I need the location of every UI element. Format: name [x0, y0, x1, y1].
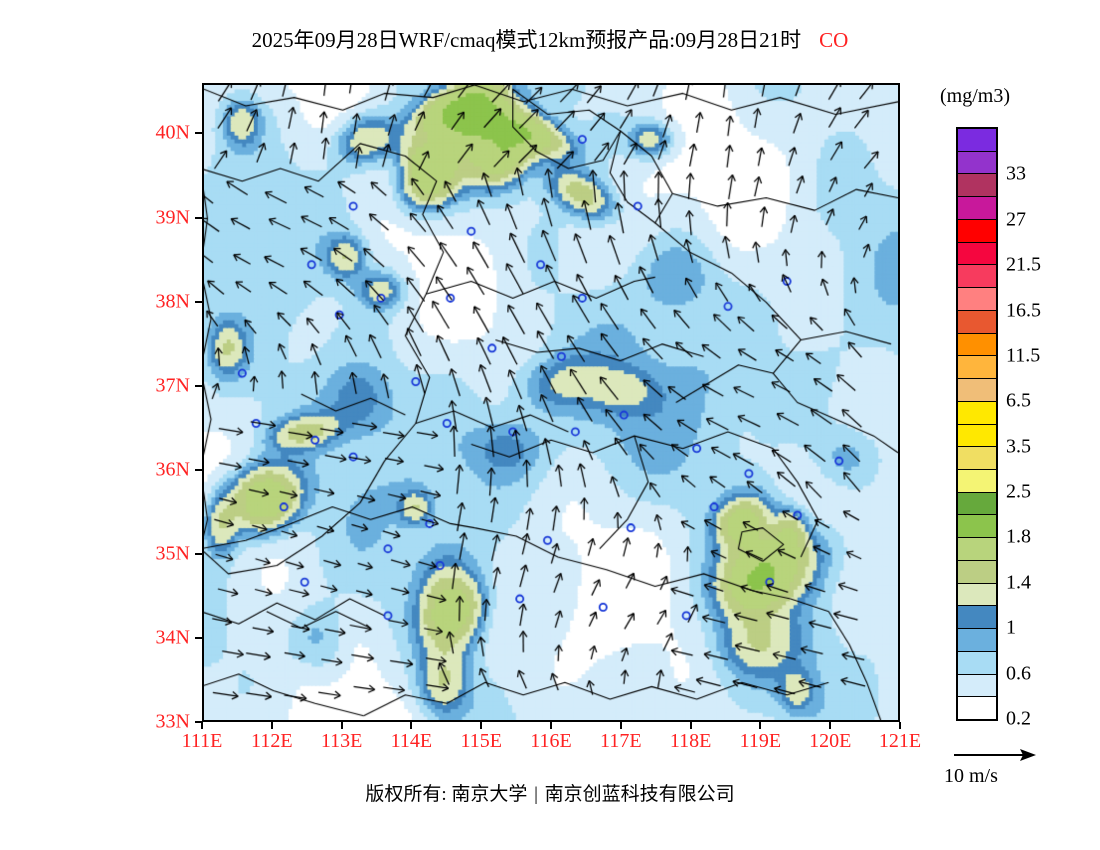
- colorbar-tick-0.2: 0.2: [1006, 707, 1031, 730]
- y-axis-tick-33N: [195, 721, 202, 723]
- x-axis-label-112E: 112E: [251, 730, 293, 752]
- y-axis-tick-37N: [195, 384, 202, 387]
- y-axis-label-39N: 39N: [155, 206, 190, 229]
- chart-title: 2025年09月28日WRF/cmaq模式12km预报产品:09月28日21时 …: [0, 24, 1100, 54]
- y-axis-tick-35N: [195, 552, 202, 555]
- colorbar-band-0: [958, 129, 996, 152]
- colorbar-band-3: [958, 197, 996, 220]
- copyright-company: 南京创蓝科技有限公司: [544, 784, 735, 805]
- colorbar-band-10: [958, 356, 996, 380]
- colorbar-band-19: [958, 560, 996, 584]
- colorbar-tick-16.5: 16.5: [1006, 299, 1041, 322]
- colorbar-band-6: [958, 265, 996, 289]
- x-axis-label-111E: 111E: [181, 730, 223, 752]
- x-axis-tick-121E: [899, 722, 901, 729]
- x-axis-tick-112E: [270, 722, 273, 729]
- x-axis-label-116E: 116E: [530, 730, 572, 752]
- concentration-field-canvas[interactable]: [204, 85, 898, 720]
- wind-scale-label: 10 m/s: [944, 765, 998, 787]
- colorbar-tick-27: 27: [1006, 208, 1026, 231]
- colorbar-band-8: [958, 310, 996, 334]
- x-axis-tick-117E: [619, 722, 622, 729]
- x-axis-tick-114E: [410, 722, 413, 729]
- colorbar-tick-1.8: 1.8: [1006, 525, 1031, 548]
- colorbar-band-7: [958, 288, 996, 311]
- x-axis-label-118E: 118E: [669, 730, 712, 752]
- colorbar-tick-6.5: 6.5: [1006, 389, 1031, 412]
- colorbar-units-label: (mg/m3): [940, 85, 1010, 107]
- y-axis-tick-39N: [195, 216, 202, 219]
- colorbar-tick-11.5: 11.5: [1006, 344, 1041, 367]
- y-axis-tick-36N: [195, 468, 202, 471]
- y-axis-tick-40N: [195, 132, 202, 135]
- x-axis-label-120E: 120E: [809, 730, 852, 752]
- copyright-footer: 版权所有: 南京大学 | 南京创蓝科技有限公司: [0, 779, 1100, 806]
- colorbar-tick-3.5: 3.5: [1006, 435, 1031, 458]
- colorbar-band-9: [958, 333, 996, 357]
- colorbar-band-23: [958, 651, 996, 675]
- colorbar-band-18: [958, 538, 996, 561]
- colorbar-band-17: [958, 515, 996, 539]
- colorbar-band-24: [958, 674, 996, 698]
- colorbar-tick-0.6: 0.6: [1006, 662, 1031, 685]
- colorbar-band-13: [958, 424, 996, 448]
- colorbar-tick-1: 1: [1006, 616, 1016, 639]
- x-axis-label-113E: 113E: [320, 730, 363, 752]
- y-axis-label-36N: 36N: [155, 458, 190, 481]
- colorbar-band-15: [958, 470, 996, 493]
- colorbar-tick-33: 33: [1006, 162, 1026, 185]
- x-axis-label-119E: 119E: [739, 730, 782, 752]
- title-main-text: 2025年09月28日WRF/cmaq模式12km预报产品:09月28日21时: [251, 28, 802, 52]
- wind-reference-arrow-icon: [954, 749, 1036, 761]
- colorbar-band-16: [958, 492, 996, 516]
- x-axis-tick-118E: [689, 722, 692, 729]
- x-axis-tick-115E: [480, 722, 483, 729]
- x-axis-label-115E: 115E: [460, 730, 502, 752]
- x-axis-tick-113E: [340, 722, 343, 729]
- y-axis-label-35N: 35N: [155, 542, 190, 565]
- title-species-text: CO: [819, 28, 849, 52]
- x-axis-label-121E: 121E: [878, 730, 922, 752]
- colorbar-band-25: [958, 697, 996, 720]
- colorbar-band-14: [958, 447, 996, 471]
- colorbar-tick-1.4: 1.4: [1006, 571, 1031, 594]
- colorbar-band-20: [958, 583, 996, 607]
- y-axis-label-38N: 38N: [155, 290, 190, 313]
- y-axis-label-37N: 37N: [155, 374, 190, 397]
- colorbar-tick-2.5: 2.5: [1006, 480, 1031, 503]
- x-axis-tick-119E: [759, 722, 762, 729]
- colorbar-band-21: [958, 606, 996, 630]
- colorbar-band-5: [958, 242, 996, 266]
- x-axis-label-114E: 114E: [390, 730, 433, 752]
- y-axis-label-34N: 34N: [155, 626, 190, 649]
- x-axis-tick-111E: [201, 722, 203, 729]
- colorbar-band-1: [958, 151, 996, 175]
- x-axis-label-117E: 117E: [600, 730, 642, 752]
- copyright-separator: |: [534, 784, 538, 805]
- y-axis-label-40N: 40N: [155, 121, 190, 144]
- colorbar-band-4: [958, 219, 996, 243]
- colorbar-band-12: [958, 401, 996, 425]
- colorbar-tick-21.5: 21.5: [1006, 253, 1041, 276]
- colorbar-band-2: [958, 174, 996, 198]
- copyright-owner: 版权所有: 南京大学: [365, 784, 528, 805]
- x-axis-tick-120E: [829, 722, 832, 729]
- colorbar-gradient[interactable]: [956, 127, 998, 721]
- colorbar-band-22: [958, 629, 996, 652]
- y-axis-tick-34N: [195, 636, 202, 639]
- x-axis-tick-116E: [550, 722, 552, 729]
- y-axis-label-33N: 33N: [155, 710, 190, 733]
- map-plot-area[interactable]: [202, 83, 900, 722]
- y-axis-tick-38N: [195, 300, 202, 303]
- colorbar-band-11: [958, 379, 996, 402]
